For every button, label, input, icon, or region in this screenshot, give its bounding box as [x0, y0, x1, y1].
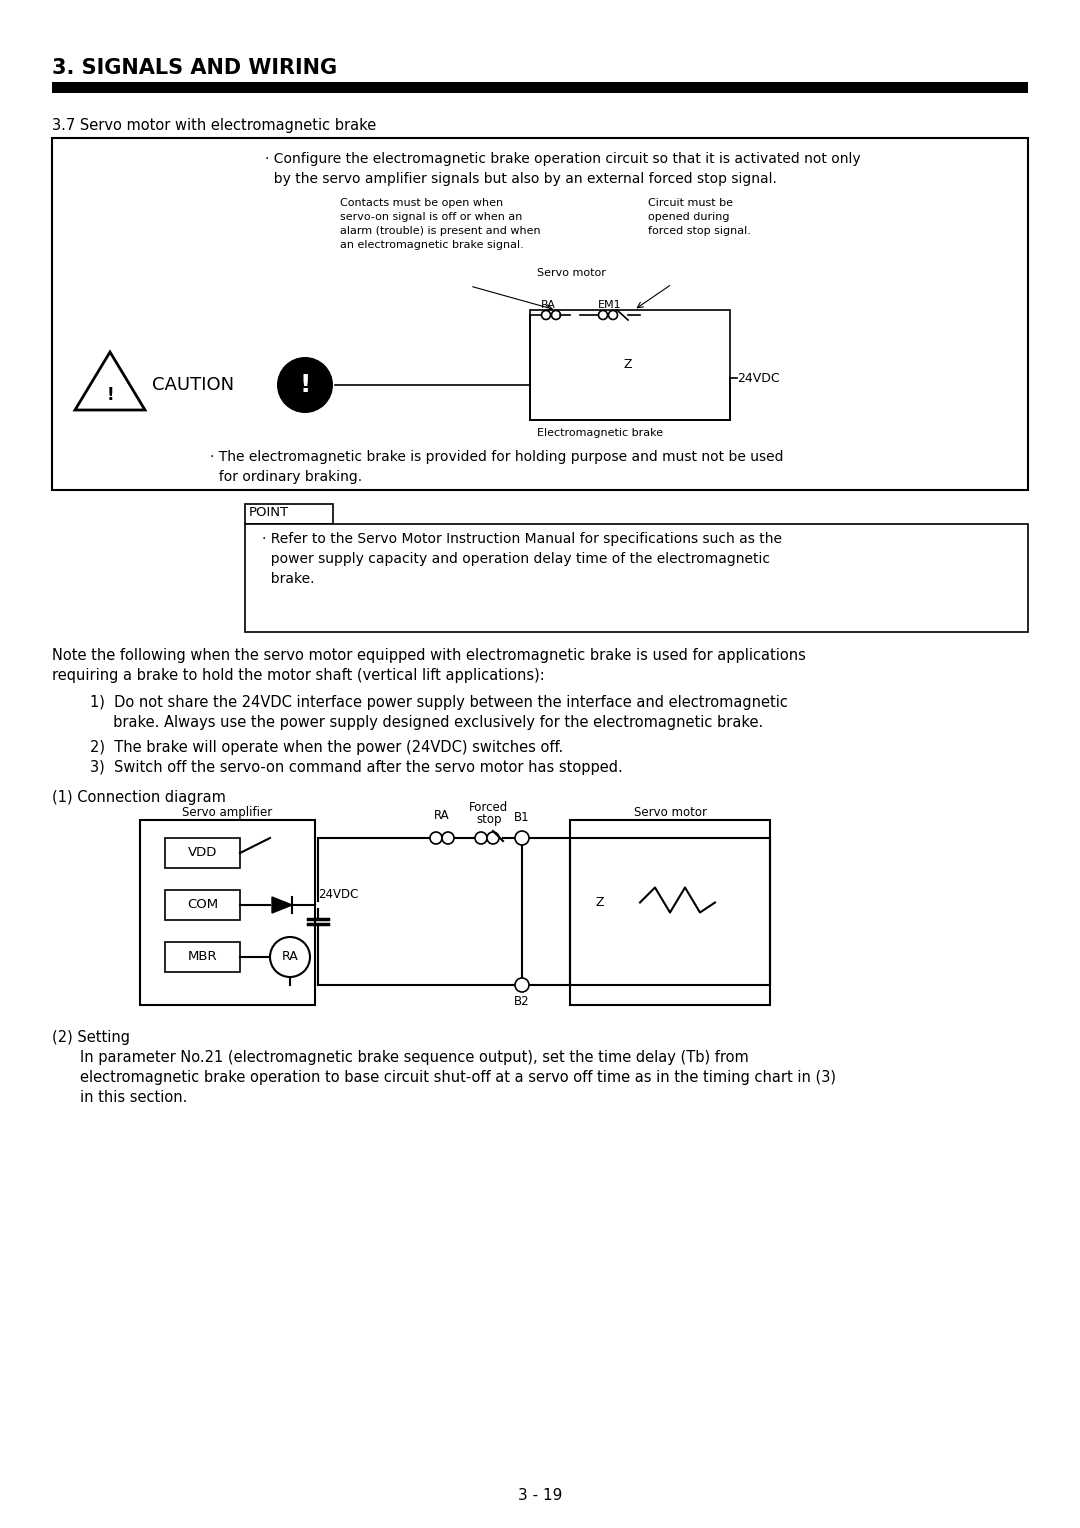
- Text: servo-on signal is off or when an: servo-on signal is off or when an: [340, 212, 523, 222]
- Text: MBR: MBR: [188, 950, 217, 964]
- Text: 3)  Switch off the servo-on command after the servo motor has stopped.: 3) Switch off the servo-on command after…: [90, 759, 623, 775]
- Circle shape: [552, 310, 561, 319]
- Text: Servo motor: Servo motor: [537, 267, 606, 278]
- Circle shape: [608, 310, 618, 319]
- Text: POINT: POINT: [249, 506, 289, 520]
- Circle shape: [487, 833, 499, 843]
- Bar: [570, 821, 770, 1005]
- Text: forced stop signal.: forced stop signal.: [648, 226, 751, 235]
- Text: (2) Setting: (2) Setting: [52, 1030, 130, 1045]
- Bar: [530, 310, 730, 420]
- Text: · The electromagnetic brake is provided for holding purpose and must not be used: · The electromagnetic brake is provided …: [210, 451, 783, 465]
- Text: · Refer to the Servo Motor Instruction Manual for specifications such as the: · Refer to the Servo Motor Instruction M…: [262, 532, 782, 545]
- Text: 3.7 Servo motor with electromagnetic brake: 3.7 Servo motor with electromagnetic bra…: [52, 118, 376, 133]
- Text: RA: RA: [434, 808, 449, 822]
- Text: · Configure the electromagnetic brake operation circuit so that it is activated : · Configure the electromagnetic brake op…: [265, 151, 861, 167]
- Text: Contacts must be open when: Contacts must be open when: [340, 199, 503, 208]
- Circle shape: [430, 833, 442, 843]
- Bar: [165, 889, 240, 920]
- Bar: [165, 837, 240, 868]
- Text: power supply capacity and operation delay time of the electromagnetic: power supply capacity and operation dela…: [262, 552, 770, 565]
- Text: B2: B2: [514, 995, 530, 1008]
- Text: RA: RA: [541, 299, 555, 310]
- Text: Note the following when the servo motor equipped with electromagnetic brake is u: Note the following when the servo motor …: [52, 648, 806, 663]
- Bar: [52, 83, 1028, 93]
- Text: Forced: Forced: [470, 801, 509, 814]
- Text: Circuit must be: Circuit must be: [648, 199, 733, 208]
- Polygon shape: [272, 897, 292, 914]
- Text: Z: Z: [624, 359, 632, 371]
- Text: 24VDC: 24VDC: [318, 888, 359, 902]
- Bar: [245, 524, 1028, 633]
- Text: 2)  The brake will operate when the power (24VDC) switches off.: 2) The brake will operate when the power…: [90, 740, 564, 755]
- Text: RA: RA: [282, 950, 298, 964]
- Text: opened during: opened during: [648, 212, 729, 222]
- Text: COM: COM: [187, 898, 218, 912]
- Text: an electromagnetic brake signal.: an electromagnetic brake signal.: [340, 240, 524, 251]
- Text: 3 - 19: 3 - 19: [517, 1487, 563, 1502]
- Text: electromagnetic brake operation to base circuit shut-off at a servo off time as : electromagnetic brake operation to base …: [80, 1070, 836, 1085]
- Text: VDD: VDD: [188, 847, 217, 859]
- Text: brake.: brake.: [262, 571, 314, 587]
- Bar: [245, 504, 333, 524]
- Text: CAUTION: CAUTION: [152, 376, 234, 394]
- Text: stop: stop: [476, 813, 502, 827]
- Text: !: !: [299, 373, 311, 397]
- Circle shape: [442, 833, 454, 843]
- Circle shape: [276, 358, 333, 413]
- Bar: [165, 941, 240, 972]
- Text: alarm (trouble) is present and when: alarm (trouble) is present and when: [340, 226, 541, 235]
- Circle shape: [541, 310, 551, 319]
- Text: Servo motor: Servo motor: [634, 805, 706, 819]
- Circle shape: [515, 831, 529, 845]
- Text: Servo amplifier: Servo amplifier: [183, 805, 272, 819]
- Text: brake. Always use the power supply designed exclusively for the electromagnetic : brake. Always use the power supply desig…: [90, 715, 764, 730]
- Text: by the servo amplifier signals but also by an external forced stop signal.: by the servo amplifier signals but also …: [265, 173, 777, 186]
- Text: Z: Z: [596, 895, 604, 909]
- Text: 3. SIGNALS AND WIRING: 3. SIGNALS AND WIRING: [52, 58, 337, 78]
- Circle shape: [515, 978, 529, 992]
- Circle shape: [598, 310, 607, 319]
- Text: in this section.: in this section.: [80, 1089, 187, 1105]
- Polygon shape: [75, 351, 145, 410]
- Text: In parameter No.21 (electromagnetic brake sequence output), set the time delay (: In parameter No.21 (electromagnetic brak…: [80, 1050, 748, 1065]
- Text: !: !: [106, 387, 113, 403]
- Text: EM1: EM1: [598, 299, 622, 310]
- Text: Electromagnetic brake: Electromagnetic brake: [537, 428, 663, 439]
- Bar: [140, 821, 315, 1005]
- Bar: [52, 138, 1028, 490]
- Text: 1)  Do not share the 24VDC interface power supply between the interface and elec: 1) Do not share the 24VDC interface powe…: [90, 695, 788, 711]
- Text: requiring a brake to hold the motor shaft (vertical lift applications):: requiring a brake to hold the motor shaf…: [52, 668, 544, 683]
- Circle shape: [475, 833, 487, 843]
- Text: (1) Connection diagram: (1) Connection diagram: [52, 790, 226, 805]
- Text: B1: B1: [514, 811, 530, 824]
- Circle shape: [270, 937, 310, 976]
- Text: for ordinary braking.: for ordinary braking.: [210, 471, 362, 484]
- Text: 24VDC: 24VDC: [737, 371, 780, 385]
